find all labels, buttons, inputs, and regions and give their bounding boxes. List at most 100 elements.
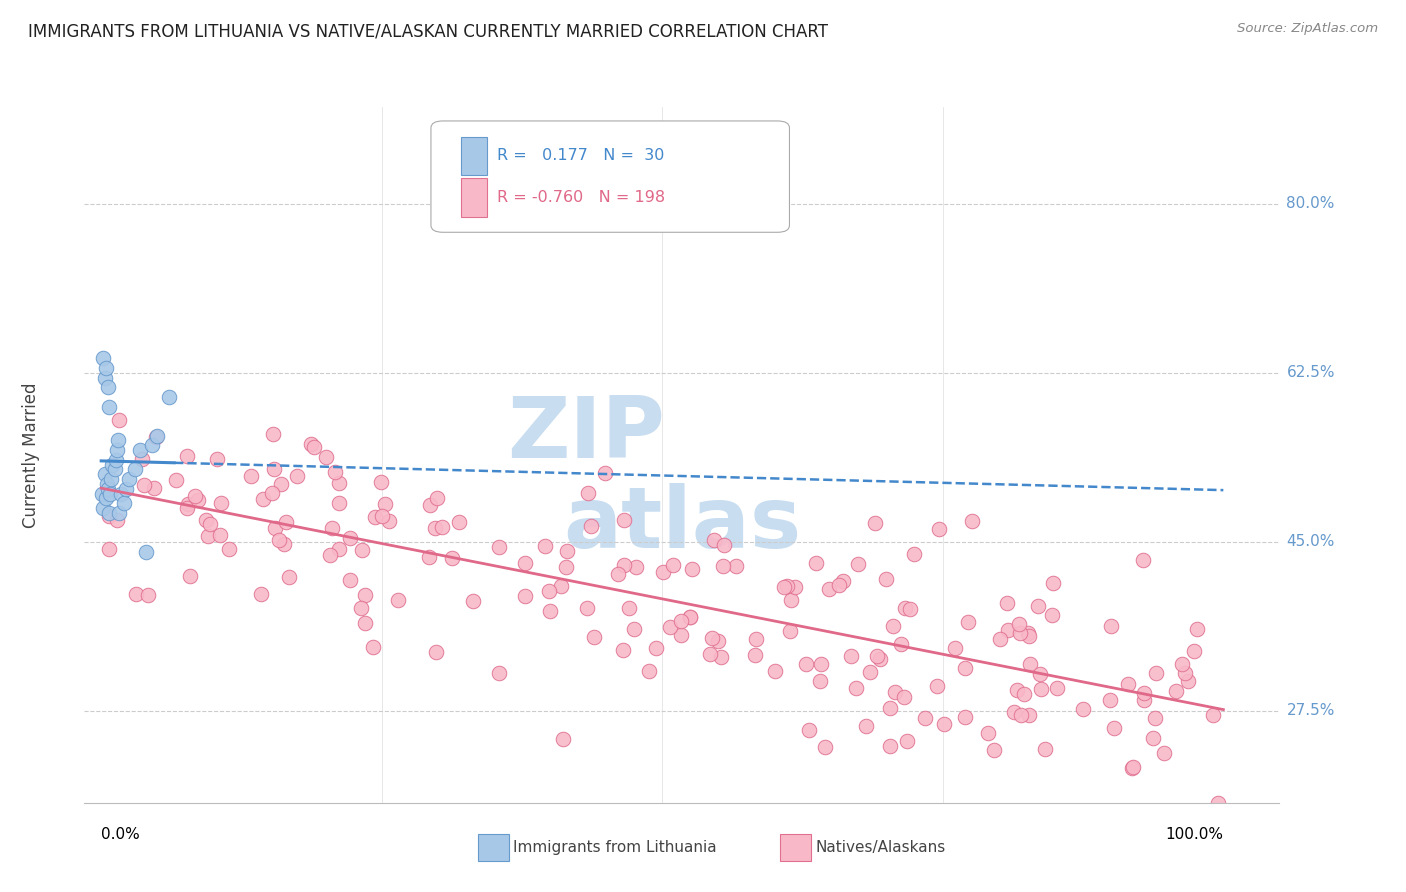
Point	[538, 584, 561, 599]
Point	[713, 538, 735, 552]
Point	[274, 515, 297, 529]
Point	[1142, 731, 1164, 745]
Point	[1018, 707, 1040, 722]
Point	[263, 521, 285, 535]
Point	[955, 660, 977, 674]
Point	[623, 623, 645, 637]
Point	[710, 650, 733, 665]
Point	[108, 506, 131, 520]
Point	[97, 541, 120, 556]
Point	[1071, 701, 1094, 715]
Point	[285, 469, 308, 483]
Point	[97, 380, 120, 394]
Point	[371, 509, 394, 524]
Point	[1012, 687, 1035, 701]
Point	[350, 601, 373, 615]
Point	[957, 615, 980, 629]
Point	[839, 649, 862, 664]
Point	[304, 440, 326, 454]
Point	[198, 517, 221, 532]
Point	[1182, 644, 1205, 658]
Point	[100, 472, 122, 486]
Point	[1153, 746, 1175, 760]
Point	[488, 665, 510, 680]
Point	[1202, 707, 1225, 722]
Point	[863, 516, 886, 531]
Point	[914, 711, 936, 725]
Point	[93, 501, 115, 516]
Point	[711, 558, 734, 573]
Point	[94, 491, 117, 506]
Point	[1029, 681, 1052, 696]
Point	[1010, 708, 1032, 723]
Point	[1017, 626, 1039, 640]
Point	[817, 582, 839, 596]
Point	[98, 486, 121, 500]
Point	[105, 443, 128, 458]
Point	[374, 498, 396, 512]
Point	[995, 596, 1018, 610]
Point	[319, 548, 342, 562]
Point	[607, 566, 630, 581]
Bar	[461, 136, 486, 175]
Point	[1019, 657, 1042, 671]
Point	[579, 519, 602, 533]
Point	[96, 476, 118, 491]
Text: atlas: atlas	[562, 483, 801, 566]
Text: Currently Married: Currently Married	[21, 382, 39, 528]
Point	[679, 610, 702, 624]
Point	[1171, 657, 1194, 671]
Point	[129, 443, 152, 458]
Point	[197, 529, 219, 543]
Point	[260, 486, 283, 500]
Point	[638, 665, 661, 679]
FancyBboxPatch shape	[430, 121, 790, 232]
Text: R =   0.177   N =  30: R = 0.177 N = 30	[496, 148, 664, 163]
Point	[879, 700, 901, 714]
Point	[804, 556, 827, 570]
Point	[1007, 616, 1029, 631]
Point	[134, 478, 156, 492]
Point	[1028, 667, 1050, 681]
Point	[882, 619, 904, 633]
Point	[1026, 599, 1049, 613]
Point	[218, 542, 240, 557]
Point	[262, 426, 284, 441]
Point	[983, 743, 1005, 757]
Point	[662, 558, 685, 573]
Point	[1185, 622, 1208, 636]
Point	[1002, 705, 1025, 719]
Point	[934, 717, 956, 731]
Point	[299, 436, 322, 450]
Point	[582, 630, 605, 644]
Text: 80.0%: 80.0%	[1286, 196, 1334, 211]
Point	[419, 498, 441, 512]
Point	[1102, 721, 1125, 735]
Point	[176, 449, 198, 463]
Point	[883, 685, 905, 699]
Point	[278, 570, 301, 584]
Point	[706, 634, 728, 648]
Point	[1121, 761, 1143, 775]
Point	[576, 485, 599, 500]
Point	[97, 508, 120, 523]
Point	[538, 604, 561, 618]
Point	[617, 600, 640, 615]
Point	[977, 726, 1000, 740]
Point	[157, 390, 180, 404]
Point	[894, 601, 917, 615]
Point	[425, 521, 447, 535]
Point	[1040, 607, 1063, 622]
Text: Immigrants from Lithuania: Immigrants from Lithuania	[513, 840, 717, 855]
Point	[146, 428, 169, 442]
Point	[896, 734, 918, 748]
Point	[1174, 665, 1197, 680]
Point	[555, 544, 578, 558]
Point	[432, 519, 454, 533]
Point	[1132, 686, 1154, 700]
Point	[187, 493, 209, 508]
Point	[165, 473, 187, 487]
Point	[1122, 760, 1144, 774]
Point	[832, 574, 855, 588]
Point	[828, 578, 851, 592]
